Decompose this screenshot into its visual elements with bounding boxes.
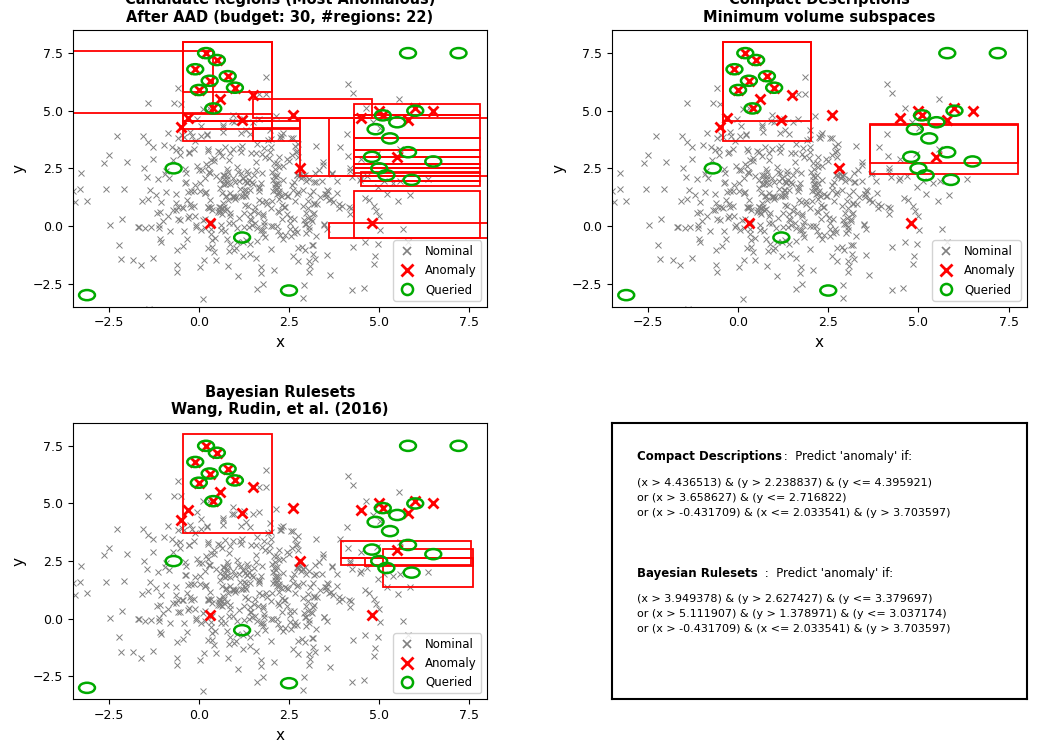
Legend: Nominal, Anomaly, Queried: Nominal, Anomaly, Queried — [932, 241, 1020, 301]
Bar — [253, 99, 372, 117]
Bar — [723, 41, 811, 121]
Bar — [73, 51, 214, 113]
Legend: Nominal, Anomaly, Queried: Nominal, Anomaly, Queried — [393, 633, 481, 693]
Legend: Nominal, Anomaly, Queried: Nominal, Anomaly, Queried — [393, 241, 481, 301]
Bar — [870, 124, 1018, 174]
Bar — [354, 104, 480, 115]
Bar — [354, 115, 480, 138]
Y-axis label: y: y — [12, 556, 27, 566]
Title: Candidate Regions (Most Anomalous)
After AAD (budget: 30, #regions: 22): Candidate Regions (Most Anomalous) After… — [124, 0, 436, 25]
Bar — [361, 177, 480, 181]
Bar — [354, 138, 480, 150]
Text: :  Predict 'anomaly' if:: : Predict 'anomaly' if: — [761, 566, 893, 580]
Bar — [341, 558, 471, 565]
Bar — [184, 121, 272, 129]
Bar — [329, 117, 502, 177]
Bar — [184, 435, 272, 533]
Text: :  Predict 'anomaly' if:: : Predict 'anomaly' if: — [780, 450, 912, 463]
Text: (x > 4.436513) & (y > 2.238837) & (y <= 4.395921)
or (x > 3.658627) & (y <= 2.71: (x > 4.436513) & (y > 2.238837) & (y <= … — [637, 478, 950, 517]
Bar — [361, 171, 480, 177]
Title: Compact Descriptions
Minimum volume subspaces: Compact Descriptions Minimum volume subs… — [703, 0, 935, 25]
Text: Compact Descriptions: Compact Descriptions — [637, 450, 782, 463]
Bar — [300, 117, 354, 177]
Text: Bayesian Rulesets: Bayesian Rulesets — [637, 566, 757, 580]
X-axis label: x: x — [276, 728, 284, 743]
X-axis label: x: x — [276, 335, 284, 350]
Bar — [723, 41, 811, 141]
Bar — [383, 549, 473, 587]
Bar — [354, 150, 480, 157]
Bar — [184, 114, 272, 121]
Bar — [253, 121, 300, 129]
Bar — [354, 157, 480, 164]
X-axis label: x: x — [815, 335, 823, 350]
Bar — [341, 541, 471, 558]
Bar — [253, 128, 300, 141]
Text: (x > 3.949378) & (y > 2.627427) & (y <= 3.379697)
or (x > 5.111907) & (y > 1.378: (x > 3.949378) & (y > 2.627427) & (y <= … — [637, 594, 950, 634]
Bar — [870, 125, 1018, 163]
Bar — [184, 41, 272, 92]
Title: Bayesian Rulesets
Wang, Rudin, et al. (2016): Bayesian Rulesets Wang, Rudin, et al. (2… — [171, 385, 389, 417]
Bar — [184, 41, 272, 141]
Bar — [354, 192, 480, 238]
Bar — [361, 181, 480, 186]
Bar — [365, 558, 473, 566]
Bar — [354, 164, 480, 168]
Y-axis label: y: y — [12, 164, 27, 173]
Bar — [354, 168, 480, 173]
Bar — [329, 223, 502, 238]
Y-axis label: y: y — [552, 164, 566, 173]
